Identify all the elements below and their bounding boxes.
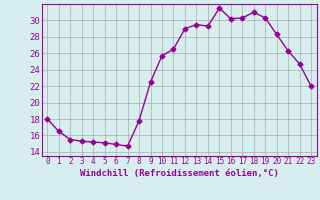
X-axis label: Windchill (Refroidissement éolien,°C): Windchill (Refroidissement éolien,°C)	[80, 169, 279, 178]
